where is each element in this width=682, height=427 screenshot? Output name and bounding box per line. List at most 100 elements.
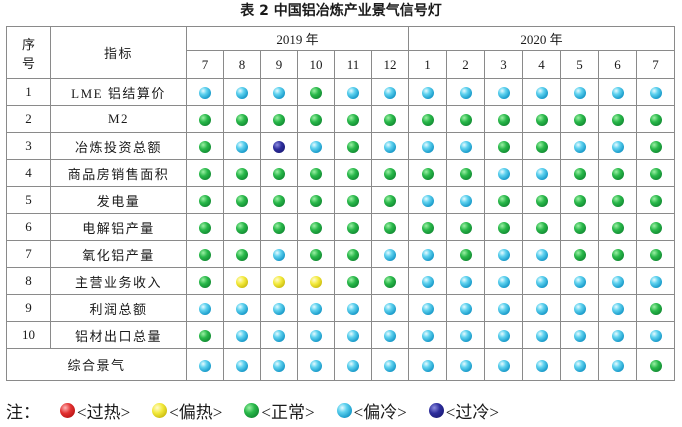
signal-cell <box>446 186 485 214</box>
cool-signal-icon <box>347 359 359 372</box>
normal-signal-icon <box>649 168 662 181</box>
signal-cell <box>408 78 447 106</box>
signal-cell <box>484 213 523 241</box>
cool-signal-icon <box>535 276 548 289</box>
cool-signal-icon <box>649 276 662 289</box>
signal-cell <box>223 321 261 349</box>
signal-cell <box>446 348 485 381</box>
cool-signal-icon <box>497 87 510 100</box>
signal-cell <box>334 348 372 381</box>
legend-label: <偏冷> <box>353 402 407 422</box>
normal-signal-icon <box>384 276 396 289</box>
table-row: 3 冶炼投资总额 <box>6 132 675 160</box>
signal-cell <box>484 348 523 381</box>
cool-signal-icon <box>199 87 211 100</box>
signal-cell <box>260 213 298 241</box>
normal-signal-icon <box>244 402 260 418</box>
legend-label: <正常> <box>261 402 315 422</box>
signal-cell <box>446 132 485 160</box>
normal-signal-icon <box>347 249 359 262</box>
table-row: 8 主营业务收入 <box>6 267 675 295</box>
header-row-months: 7 8 9 10 11 12 1 2 3 4 5 6 7 <box>7 50 675 79</box>
signal-cell <box>560 132 599 160</box>
signal-cell <box>560 213 599 241</box>
cool-signal-icon <box>273 303 285 316</box>
cool-signal-icon <box>236 87 248 100</box>
signal-cell <box>636 240 675 268</box>
normal-signal-icon <box>497 114 510 127</box>
cool-signal-icon <box>611 330 624 343</box>
normal-signal-icon <box>199 222 211 235</box>
signal-cell <box>522 78 561 106</box>
cool-signal-icon <box>573 87 586 100</box>
table-row: 2 M2 <box>6 105 675 133</box>
normal-signal-icon <box>649 249 662 262</box>
normal-signal-icon <box>199 195 211 208</box>
cool-signal-icon <box>459 330 472 343</box>
cool-signal-icon <box>573 303 586 316</box>
normal-signal-icon <box>199 168 211 181</box>
normal-signal-icon <box>347 168 359 181</box>
signal-cell <box>297 78 335 106</box>
cool-signal-icon <box>384 330 396 343</box>
signal-cell <box>598 321 637 349</box>
cool-signal-icon <box>649 330 662 343</box>
signal-cell <box>598 78 637 106</box>
normal-signal-icon <box>199 114 211 127</box>
legend-label: <过冷> <box>445 402 499 422</box>
table-row: 7 氧化铝产量 <box>6 240 675 268</box>
signal-cell <box>522 321 561 349</box>
signal-cell <box>636 186 675 214</box>
signal-cell <box>223 132 261 160</box>
signal-cell <box>297 213 335 241</box>
normal-signal-icon <box>384 114 396 127</box>
cool-signal-icon <box>611 276 624 289</box>
cool-signal-icon <box>497 330 510 343</box>
row-index: 8 <box>6 267 51 295</box>
normal-signal-icon <box>497 222 510 235</box>
signal-cell <box>484 240 523 268</box>
signal-cell <box>371 294 409 322</box>
signal-cell <box>598 105 637 133</box>
signal-cell <box>446 105 485 133</box>
month-header-2020-6: 6 <box>598 50 637 79</box>
normal-signal-icon <box>611 249 624 262</box>
cool-signal-icon <box>611 303 624 316</box>
month-header-2020-4: 4 <box>522 50 561 79</box>
signal-cell <box>408 240 447 268</box>
signal-cell <box>260 132 298 160</box>
row-index: 4 <box>6 159 51 187</box>
normal-signal-icon <box>199 330 211 343</box>
signal-cell <box>371 132 409 160</box>
month-header-2019-11: 11 <box>334 50 372 79</box>
signal-cell <box>334 132 372 160</box>
normal-signal-icon <box>236 222 248 235</box>
signal-cell <box>484 267 523 295</box>
signal-cell <box>484 78 523 106</box>
signal-cell <box>522 240 561 268</box>
indicator-name: M2 <box>50 105 187 133</box>
cool-signal-icon <box>273 87 285 100</box>
table-title: 表 2 中国铝冶炼产业景气信号灯 <box>240 3 442 19</box>
cool-signal-icon <box>199 303 211 316</box>
legend-label: <偏热> <box>169 402 223 422</box>
indicator-name: 铝材出口总量 <box>50 321 187 349</box>
cool-signal-icon <box>336 402 352 418</box>
month-header-2020-2: 2 <box>446 50 485 79</box>
normal-signal-icon <box>535 222 548 235</box>
normal-signal-icon <box>649 141 662 154</box>
indicator-name: LME 铝结算价 <box>50 78 187 106</box>
signal-cell <box>334 186 372 214</box>
signal-cell <box>297 267 335 295</box>
cool-signal-icon <box>236 303 248 316</box>
row-index: 1 <box>6 78 51 106</box>
normal-signal-icon <box>384 168 396 181</box>
cool-signal-icon <box>459 303 472 316</box>
signal-cell <box>334 267 372 295</box>
cool-signal-icon <box>273 249 285 262</box>
signal-cell <box>371 78 409 106</box>
cool-signal-icon <box>310 330 322 343</box>
normal-signal-icon <box>310 249 322 262</box>
cool-signal-icon <box>236 141 248 154</box>
